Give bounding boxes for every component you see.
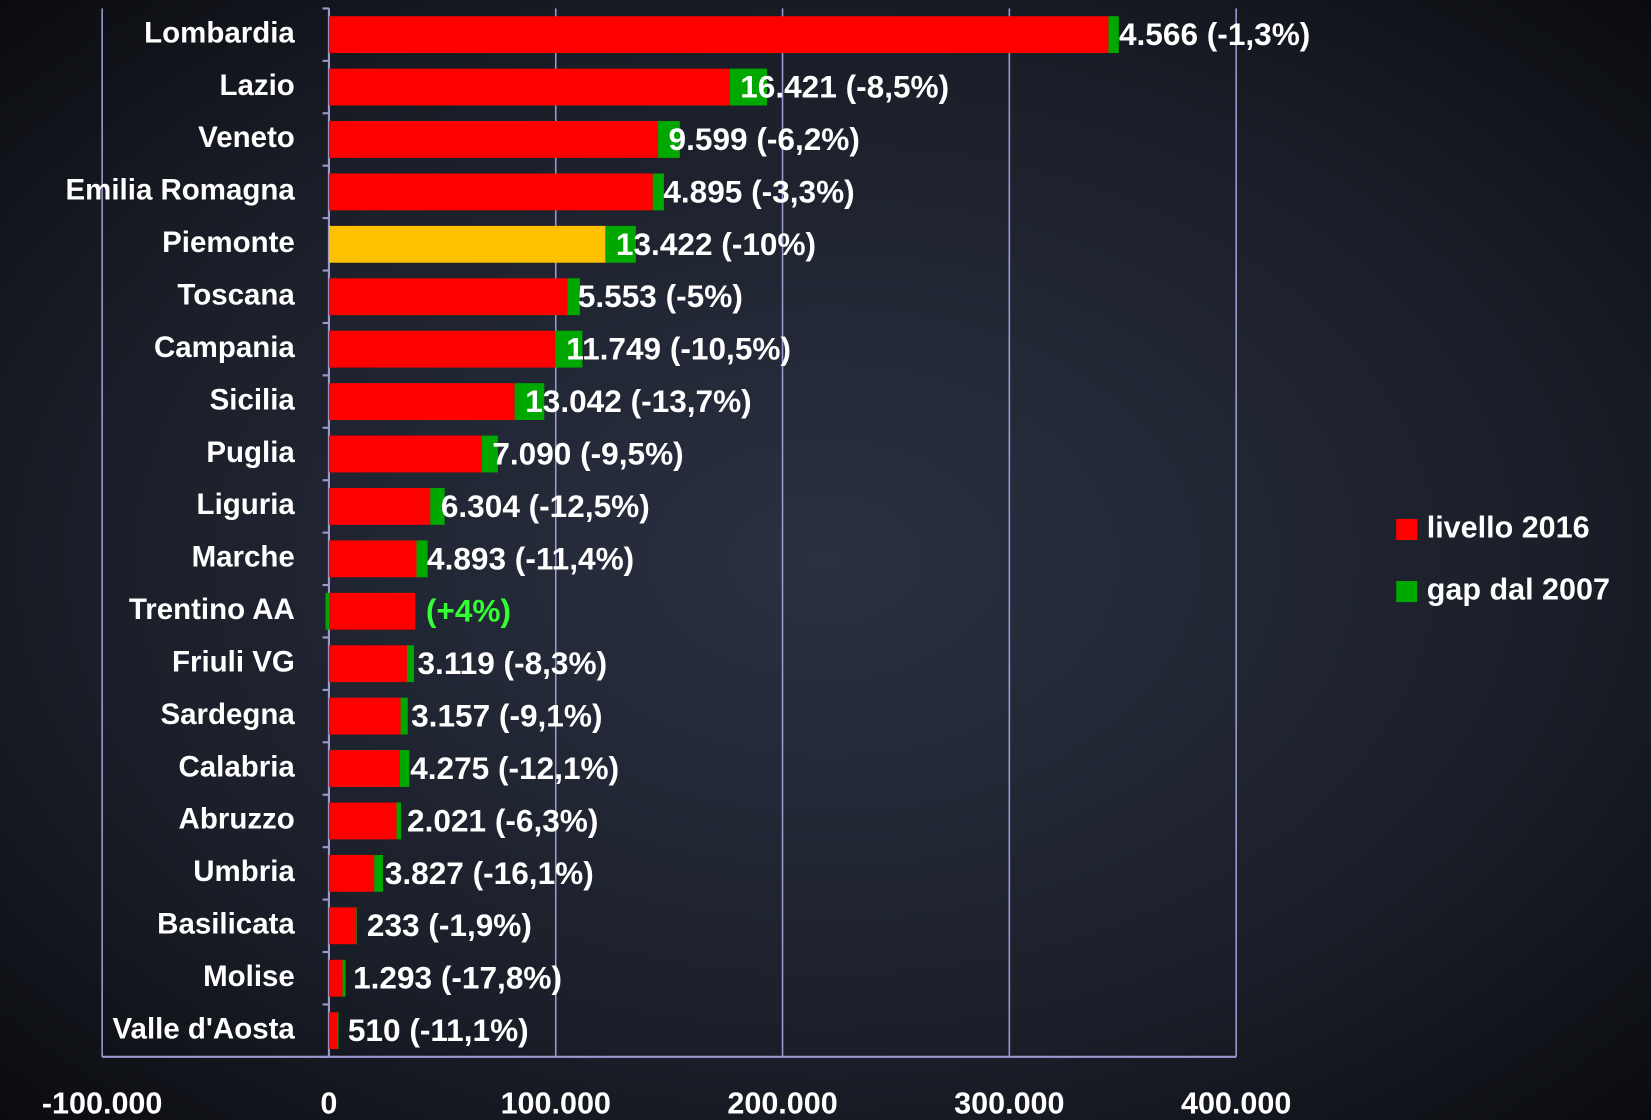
category-label: Toscana <box>177 279 295 312</box>
bar-segment <box>605 225 636 263</box>
legend-label: gap dal 2007 <box>1427 573 1610 607</box>
bar-segment <box>328 225 606 263</box>
data-label: 9.599 (-6,2%) <box>669 121 860 157</box>
category-label: Basilicata <box>157 908 295 941</box>
bar-segment <box>328 16 1109 54</box>
category-label: Abruzzo <box>179 803 295 836</box>
x-tick-label: 0 <box>320 1086 337 1120</box>
bar-segment <box>328 68 730 106</box>
data-label: 2.021 (-6,3%) <box>407 802 598 838</box>
data-label: 4.275 (-12,1%) <box>410 750 619 786</box>
bar-segment <box>328 697 401 735</box>
data-label: 13.422 (-10%) <box>616 226 816 262</box>
bar-segment <box>328 330 556 368</box>
data-label: 3.119 (-8,3%) <box>417 645 607 681</box>
data-label: 1.293 (-17,8%) <box>353 960 562 996</box>
data-label: 11.749 (-10,5%) <box>566 331 791 367</box>
data-label: 4.895 (-3,3%) <box>663 173 854 209</box>
bar-segment <box>555 330 583 368</box>
bar-segment <box>342 959 346 997</box>
bar-segment <box>399 750 410 787</box>
bar-segment <box>328 592 416 630</box>
category-label: Marche <box>192 541 295 574</box>
category-label: Puglia <box>206 436 295 469</box>
bar-segment <box>328 278 568 316</box>
bar-segment <box>374 854 383 892</box>
legend-swatch <box>1396 581 1418 603</box>
category-label: Lombardia <box>144 16 295 49</box>
category-label: Trentino AA <box>129 593 295 626</box>
data-label: 4.566 (-1,3%) <box>1119 16 1310 52</box>
category-label: Umbria <box>193 855 295 888</box>
bar-segment <box>328 383 515 420</box>
category-label: Veneto <box>198 121 295 154</box>
data-label: 3.157 (-9,1%) <box>411 698 602 734</box>
data-label: 16.421 (-8,5%) <box>740 69 949 105</box>
category-label: Calabria <box>179 750 296 783</box>
bar-segment <box>328 1012 338 1050</box>
category-label: Campania <box>154 331 295 364</box>
data-label: 4.893 (-11,4%) <box>427 540 634 576</box>
data-label: 3.827 (-16,1%) <box>385 855 594 891</box>
bar-segment <box>328 435 482 473</box>
legend-swatch <box>1396 518 1418 540</box>
x-tick-label: 200.000 <box>727 1086 837 1120</box>
data-label: 6.304 (-12,5%) <box>441 488 650 524</box>
bar-segment <box>416 540 428 578</box>
category-label: Sicilia <box>210 383 296 416</box>
bar-segment <box>652 173 664 211</box>
bar-segment <box>328 802 397 840</box>
category-label: Valle d'Aosta <box>113 1012 296 1045</box>
bar-segment <box>396 802 402 840</box>
bar-segment <box>325 592 329 630</box>
x-tick-label: 100.000 <box>501 1086 611 1120</box>
x-tick-label: -100.000 <box>42 1086 162 1120</box>
bar-segment <box>328 907 357 945</box>
bar-segment <box>658 121 680 158</box>
bar-segment <box>729 68 767 106</box>
data-label: 7.090 (-9,5%) <box>492 435 683 471</box>
x-tick-label: 400.000 <box>1181 1086 1291 1120</box>
x-tick-label: 300.000 <box>954 1086 1064 1120</box>
data-label: 5.553 (-5%) <box>578 278 743 314</box>
bar-segment <box>328 645 407 683</box>
bar-segment <box>328 750 400 787</box>
bar-segment <box>406 645 415 683</box>
category-label: Lazio <box>219 69 294 102</box>
bar-segment <box>1108 16 1119 54</box>
category-label: Molise <box>203 960 295 993</box>
bar-segment <box>328 488 431 525</box>
bar-segment <box>328 121 659 158</box>
bar-segment <box>328 854 375 892</box>
bar-segment <box>328 173 653 211</box>
bar-segment <box>567 278 580 316</box>
data-label: 510 (-11,1%) <box>348 1012 529 1048</box>
bar-segment <box>481 435 498 473</box>
data-label: (+4%) <box>426 593 511 629</box>
category-label: Friuli VG <box>172 645 295 678</box>
category-label: Liguria <box>197 488 296 521</box>
category-label: Emilia Romagna <box>66 174 296 207</box>
bar-segment <box>328 540 417 578</box>
bar-segment <box>430 488 445 525</box>
legend-label: livello 2016 <box>1427 511 1590 545</box>
data-label: 13.042 (-13,7%) <box>525 383 751 419</box>
category-label: Piemonte <box>162 226 295 259</box>
data-label: 233 (-1,9%) <box>367 907 532 943</box>
bar-segment <box>514 383 545 420</box>
category-label: Sardegna <box>161 698 296 731</box>
bar-segment <box>356 907 357 945</box>
bar-segment <box>400 697 408 735</box>
bar-segment <box>328 959 343 997</box>
bar-segment <box>337 1012 339 1050</box>
